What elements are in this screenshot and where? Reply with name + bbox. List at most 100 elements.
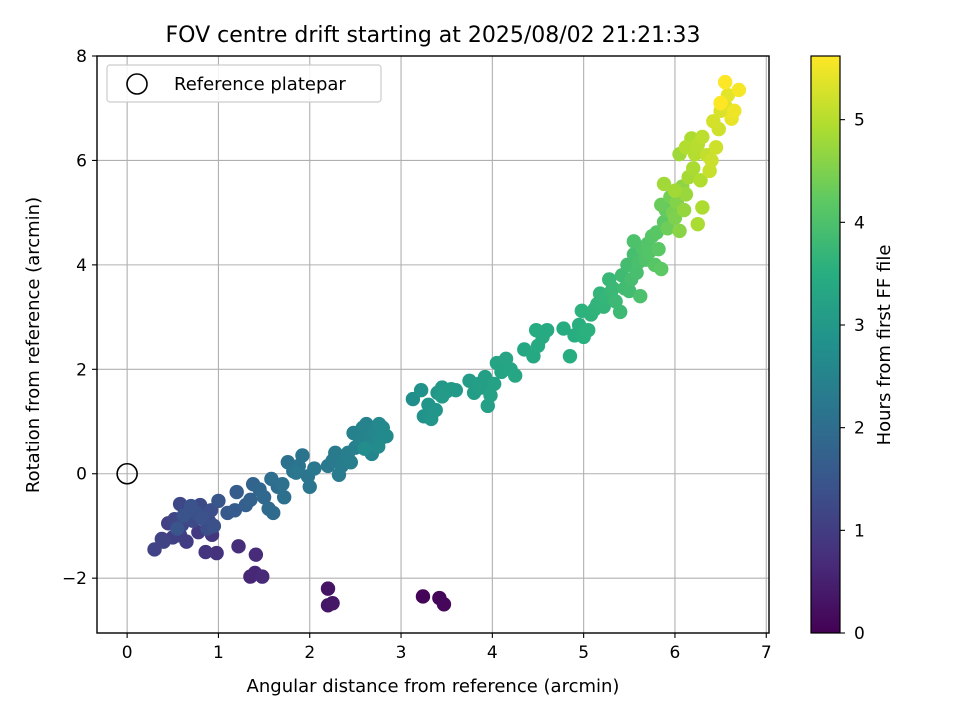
data-point bbox=[276, 490, 292, 505]
colorbar-tick-label: 0 bbox=[854, 624, 865, 644]
data-point bbox=[227, 503, 243, 518]
data-point bbox=[343, 455, 359, 470]
legend-box bbox=[106, 64, 382, 103]
y-tick-label: −2 bbox=[62, 569, 87, 589]
data-point bbox=[172, 496, 188, 512]
data-point bbox=[248, 547, 264, 562]
data-point bbox=[206, 518, 222, 534]
data-point bbox=[434, 389, 450, 404]
x-tick-label: 2 bbox=[304, 643, 315, 663]
data-point bbox=[708, 140, 724, 155]
data-point bbox=[436, 597, 452, 612]
data-point bbox=[198, 544, 213, 560]
data-point bbox=[690, 216, 705, 232]
x-tick-label: 1 bbox=[213, 643, 224, 663]
data-point bbox=[686, 161, 701, 176]
data-point bbox=[379, 428, 394, 444]
data-point bbox=[255, 569, 270, 584]
y-tick-label: 0 bbox=[76, 465, 87, 485]
colorbar-label: Hours from first FF file bbox=[874, 245, 895, 446]
colorbar-frame bbox=[810, 55, 841, 634]
data-point bbox=[371, 439, 386, 454]
data-point bbox=[357, 441, 372, 456]
data-point bbox=[695, 129, 710, 145]
x-ticks: 0 1 2 3 4 5 6 7 bbox=[122, 633, 772, 663]
x-tick-label: 0 bbox=[122, 643, 133, 663]
legend: Reference platepar bbox=[106, 64, 382, 103]
data-point bbox=[581, 322, 596, 338]
data-point bbox=[654, 261, 669, 277]
data-point bbox=[448, 382, 464, 398]
colorbar-tick-label: 3 bbox=[854, 316, 865, 336]
data-point bbox=[667, 183, 683, 198]
colorbar-tick-label: 5 bbox=[854, 111, 865, 131]
grid-lines bbox=[97, 55, 769, 633]
data-point bbox=[695, 200, 710, 215]
data-point bbox=[622, 283, 637, 299]
y-tick-label: 6 bbox=[76, 151, 87, 171]
data-point bbox=[256, 490, 272, 505]
data-point bbox=[428, 402, 443, 418]
data-point bbox=[288, 465, 304, 480]
x-axis-label: Angular distance from reference (arcmin) bbox=[247, 676, 620, 697]
data-point bbox=[275, 476, 290, 492]
x-tick-label: 3 bbox=[396, 643, 407, 663]
x-tick-label: 6 bbox=[670, 643, 681, 663]
x-tick-label: 4 bbox=[487, 643, 498, 663]
colorbar-tick-label: 1 bbox=[854, 521, 865, 541]
legend-marker bbox=[126, 73, 148, 95]
data-point bbox=[266, 505, 281, 521]
data-point bbox=[295, 448, 310, 463]
data-point bbox=[633, 288, 648, 304]
data-point bbox=[483, 388, 498, 403]
data-point bbox=[486, 376, 502, 392]
data-point bbox=[612, 304, 628, 320]
data-point bbox=[676, 202, 692, 218]
data-point bbox=[211, 493, 226, 509]
data-points bbox=[147, 74, 747, 613]
data-point bbox=[243, 492, 258, 508]
x-tick-label: 5 bbox=[578, 643, 589, 663]
data-point bbox=[562, 349, 578, 364]
data-point bbox=[264, 471, 279, 487]
data-point bbox=[302, 479, 317, 494]
data-point bbox=[717, 74, 733, 90]
data-point bbox=[170, 521, 185, 536]
data-point bbox=[556, 321, 571, 336]
data-point bbox=[660, 221, 675, 236]
data-point bbox=[713, 95, 728, 111]
data-point bbox=[605, 281, 621, 296]
y-ticks: −2 0 2 4 6 8 bbox=[62, 47, 97, 589]
data-point bbox=[325, 596, 340, 611]
colorbar-ticks: 0 1 2 3 4 5 bbox=[840, 111, 865, 644]
data-point bbox=[209, 545, 224, 561]
data-point bbox=[528, 322, 544, 338]
data-point bbox=[649, 225, 664, 240]
y-axis-label: Rotation from reference (arcmin) bbox=[23, 197, 44, 493]
legend-label: Reference platepar bbox=[174, 74, 346, 95]
data-point bbox=[507, 368, 523, 383]
data-point bbox=[320, 581, 336, 596]
data-point bbox=[415, 589, 431, 604]
data-point bbox=[656, 176, 672, 192]
data-point bbox=[731, 82, 747, 98]
data-point bbox=[156, 534, 171, 549]
data-point bbox=[651, 242, 666, 257]
data-point bbox=[706, 114, 721, 129]
data-point bbox=[231, 539, 246, 554]
reference-platepar-marker bbox=[116, 462, 138, 485]
data-point bbox=[678, 187, 694, 202]
data-point bbox=[704, 153, 719, 168]
data-point bbox=[307, 461, 322, 476]
data-point bbox=[176, 508, 191, 523]
colorbar-tick-label: 4 bbox=[854, 213, 865, 233]
y-tick-label: 8 bbox=[76, 47, 87, 67]
data-point bbox=[672, 223, 687, 239]
y-tick-label: 2 bbox=[76, 360, 87, 380]
data-point bbox=[229, 484, 244, 500]
x-tick-label: 7 bbox=[761, 643, 772, 663]
colorbar-gradient bbox=[811, 56, 840, 633]
data-point bbox=[194, 510, 210, 526]
data-point bbox=[413, 382, 429, 398]
